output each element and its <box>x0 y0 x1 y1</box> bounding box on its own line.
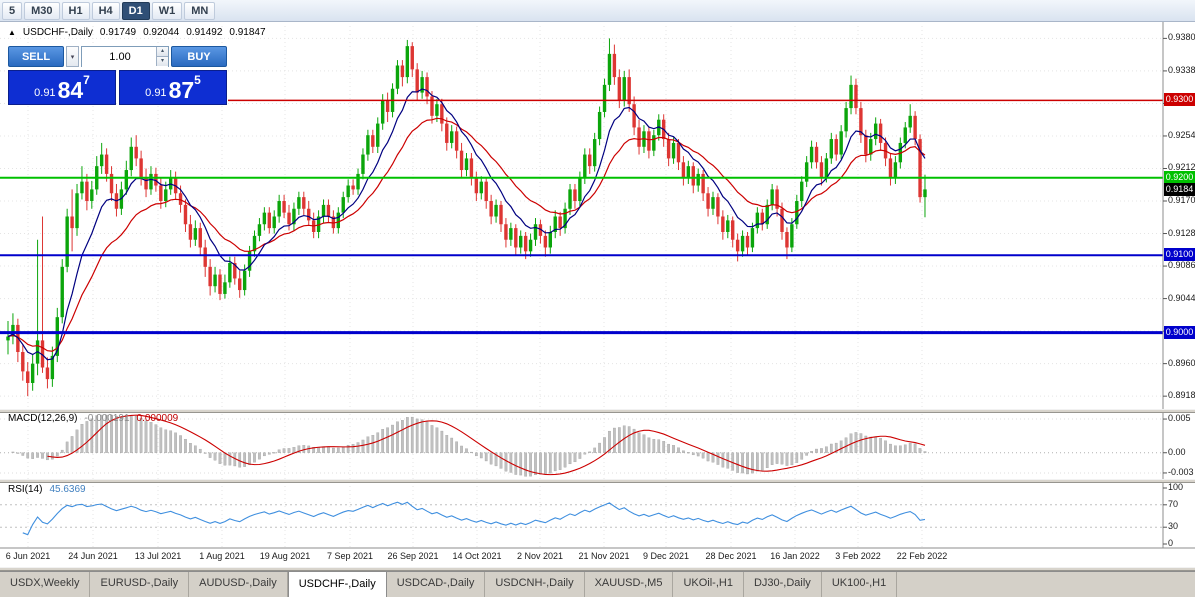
buy-price-head: 0.91 <box>145 87 167 99</box>
panel-splitter[interactable] <box>0 479 1195 483</box>
date-axis-label: 22 Feb 2022 <box>896 551 948 561</box>
macd-signal-value: 0.000009 <box>136 413 179 424</box>
chart-tab-usdcnh-daily[interactable]: USDCNH-,Daily <box>485 572 585 597</box>
chart-tab-bar: USDX,Weekly EURUSD-,Daily AUDUSD-,Daily USD… <box>0 571 1195 597</box>
timeframe-button-MN[interactable]: MN <box>184 1 216 20</box>
price-axis-label: 0.8960 <box>1168 357 1195 368</box>
price-axis-label: 0.9086 <box>1168 260 1195 271</box>
volume-spinner: ▴ ▾ <box>156 47 168 66</box>
date-axis-label: 28 Dec 2021 <box>705 551 757 561</box>
date-axis-label: 3 Feb 2022 <box>835 551 881 561</box>
date-axis-label: 7 Sep 2021 <box>326 551 374 561</box>
timeframe-button-W1[interactable]: W1 <box>151 1 183 20</box>
timeframe-button-M30[interactable]: M30 <box>24 1 60 20</box>
price-axis-label: 0.9044 <box>1168 292 1195 303</box>
sell-button[interactable]: SELL <box>8 46 64 67</box>
timeframe-button-H1[interactable]: H1 <box>61 1 90 20</box>
chart-tab-xauusd-m5[interactable]: XAUUSD-,M5 <box>585 572 674 597</box>
buy-price-display[interactable]: 0.91 87 5 <box>119 70 227 105</box>
macd-main-value: -0.000191 <box>84 413 130 424</box>
price-axis-label: 0.8918 <box>1168 390 1195 401</box>
date-axis-label: 2 Nov 2021 <box>516 551 564 561</box>
current-price-badge: 0.9184 <box>1164 182 1195 196</box>
rsi-axis-label: 100 <box>1168 482 1184 492</box>
buy-price-sup: 5 <box>194 73 201 87</box>
panel-splitter[interactable] <box>0 409 1195 413</box>
price-level-badge: 0.9200 <box>1164 170 1195 184</box>
date-axis-label: 1 Aug 2021 <box>199 551 245 561</box>
sell-price-display[interactable]: 0.91 84 7 <box>8 70 116 105</box>
timeframe-toolbar: 5 M30 H1 H4 D1 W1 MN <box>0 0 1195 22</box>
chart-tab-ukoil-h1[interactable]: UKOil-,H1 <box>673 572 744 597</box>
chart-tab-eurusd-daily[interactable]: EURUSD-,Daily <box>90 572 190 597</box>
panel-splitter[interactable] <box>0 567 1195 571</box>
collapse-trade-panel-icon[interactable]: ▲ <box>8 28 16 37</box>
date-axis-label: 21 Nov 2021 <box>578 551 630 561</box>
rsi-axis-label: 0 <box>1168 538 1174 548</box>
price-level-badge: 0.9000 <box>1164 325 1195 339</box>
chart-tab-uk100-h1[interactable]: UK100-,H1 <box>822 572 898 597</box>
trade-options-button[interactable]: ▾ <box>66 46 79 67</box>
macd-axis-label: 0.005 <box>1168 413 1191 424</box>
buy-button[interactable]: BUY <box>171 46 227 67</box>
price-level-badge: 0.9300 <box>1164 93 1195 107</box>
macd-axis-label: -0.003 <box>1168 466 1194 477</box>
sell-price-sup: 7 <box>83 73 90 87</box>
volume-field-wrap: ▴ ▾ <box>81 46 169 67</box>
date-axis-label: 14 Oct 2021 <box>452 551 502 561</box>
timeframe-button-D1[interactable]: D1 <box>121 1 150 20</box>
sell-price-head: 0.91 <box>34 87 56 99</box>
ohlc-close: 0.91847 <box>229 27 266 38</box>
price-axis-label: 0.9128 <box>1168 227 1195 238</box>
date-axis-label: 19 Aug 2021 <box>259 551 311 561</box>
timeframe-button-H4[interactable]: H4 <box>91 1 120 20</box>
ohlc-high: 0.92044 <box>143 27 180 38</box>
chart-tab-usdchf-daily[interactable]: USDCHF-,Daily <box>287 571 387 597</box>
date-axis-label: 26 Sep 2021 <box>387 551 439 561</box>
ohlc-open: 0.91749 <box>99 27 137 38</box>
date-axis-label: 16 Jan 2022 <box>770 551 820 561</box>
rsi-axis-label: 70 <box>1168 498 1179 509</box>
sell-price-big: 84 <box>57 77 84 103</box>
timeframe-button-group: 5 M30 H1 H4 D1 W1 MN <box>2 1 216 20</box>
chart-tab-usdcad-daily[interactable]: USDCAD-,Daily <box>387 572 486 597</box>
macd-indicator-header: MACD(12,26,9) -0.000191 0.000009 <box>8 413 178 424</box>
price-level-badge: 0.9100 <box>1164 248 1195 262</box>
buy-price-big: 87 <box>168 77 195 103</box>
rsi-value: 45.6369 <box>49 484 86 495</box>
ohlc-low: 0.91492 <box>186 27 223 38</box>
chart-tab-usdx-weekly[interactable]: USDX,Weekly <box>0 572 91 597</box>
price-axis-label: 0.9338 <box>1168 64 1195 75</box>
macd-title: MACD(12,26,9) <box>8 413 78 424</box>
price-axis-label: 0.9380 <box>1168 32 1195 43</box>
price-axis-label: 0.9254 <box>1168 129 1195 140</box>
volume-input[interactable] <box>82 47 168 67</box>
rsi-indicator-header: RSI(14) 45.6369 <box>8 484 86 495</box>
chart-symbol-label: USDCHF-,Daily <box>22 27 93 38</box>
date-axis-label: 24 Jun 2021 <box>68 551 118 561</box>
date-axis-label: 9 Dec 2021 <box>642 551 690 561</box>
price-axis-label: 0.9212 <box>1168 162 1195 173</box>
timeframe-button-5[interactable]: 5 <box>2 1 23 20</box>
chevron-down-icon: ▾ <box>70 53 75 61</box>
rsi-axis-label: 30 <box>1168 521 1179 532</box>
date-axis-label: 13 Jul 2021 <box>134 551 182 561</box>
chart-tab-dj30-daily[interactable]: DJ30-,Daily <box>744 572 822 597</box>
price-axis-label: 0.9170 <box>1168 195 1195 205</box>
volume-increase-button[interactable]: ▴ <box>156 47 168 56</box>
macd-axis-label: 0.00 <box>1168 446 1186 457</box>
volume-decrease-button[interactable]: ▾ <box>156 56 168 66</box>
chart-tab-audusd-daily[interactable]: AUDUSD-,Daily <box>189 572 288 597</box>
rsi-title: RSI(14) <box>8 484 43 495</box>
date-axis-label: 6 Jun 2021 <box>5 551 51 561</box>
chart-ohlc-readout: ▲ USDCHF-,Daily 0.91749 0.92044 0.91492 … <box>8 27 266 38</box>
